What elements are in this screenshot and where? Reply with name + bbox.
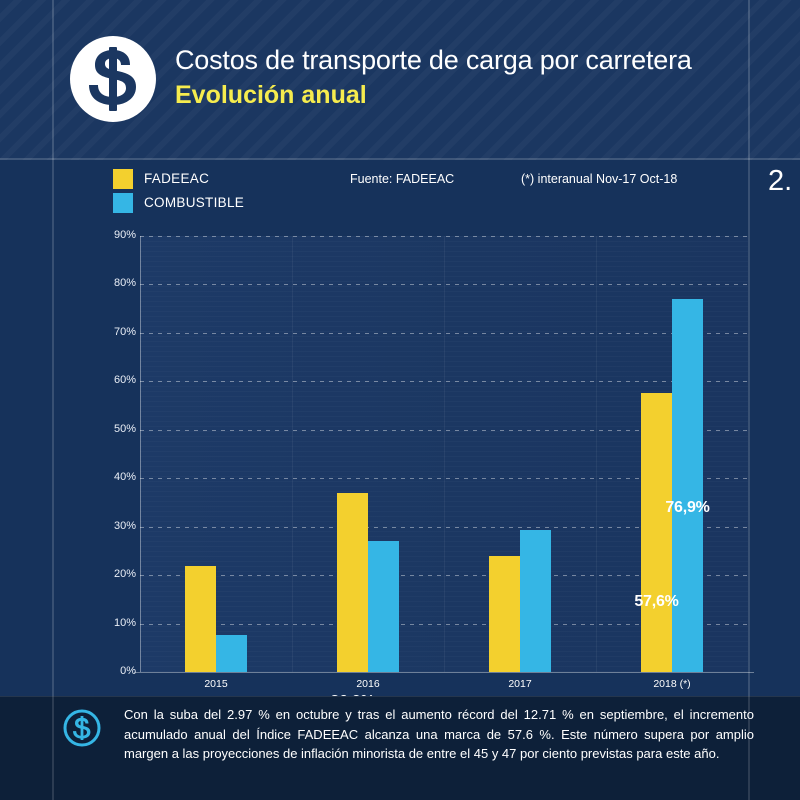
chart-container: 0% 10% 20% 30% 40% 50% 60% 70% 80% 90% 2015 2016 20…	[0, 222, 800, 783]
gridline	[140, 236, 748, 237]
y-axis-tick-label: 30%	[113, 519, 136, 532]
y-axis-tick-label: 20%	[113, 568, 136, 581]
y-axis-tick-label: 90%	[113, 229, 136, 241]
y-axis-tick-label: 70%	[113, 325, 136, 338]
footnote-note: (*) interanual Nov-17 Oct-18	[521, 172, 678, 186]
legend-label-fadeeac: FADEEAC	[144, 171, 210, 186]
header-vertical-rule-left	[52, 0, 54, 160]
x-axis-label-2015: 2015	[204, 678, 228, 690]
gridline	[140, 284, 748, 286]
page-title: Costos de transporte de carga por carret…	[175, 45, 692, 75]
y-axis-tick-label: 80%	[113, 277, 136, 290]
x-axis-line	[134, 672, 754, 673]
bar-combustible-2018	[672, 299, 703, 672]
plot-area	[140, 236, 748, 672]
footer-vertical-rule-left	[52, 696, 54, 800]
legend-label-combustible: COMBUSTIBLE	[144, 195, 245, 210]
y-axis-tick-label: 10%	[113, 616, 136, 629]
gridline	[140, 332, 748, 334]
gridline	[140, 478, 748, 480]
bar-combustible-2016	[368, 541, 399, 672]
header-banner: Costos de transporte de carga por carret…	[0, 0, 800, 160]
footer-panel: Con la suba del 2.97 % en octubre y tras…	[0, 696, 800, 800]
x-axis-label-2016: 2016	[356, 678, 380, 690]
footer-vertical-rule-right	[748, 696, 750, 800]
bar-fadeeac-2015	[185, 566, 216, 672]
gridline	[140, 381, 748, 383]
vertical-gridline	[292, 236, 293, 672]
page-subtitle: Evolución anual	[175, 81, 367, 109]
header-bottom-rule	[0, 158, 800, 160]
y-axis-line	[140, 236, 141, 672]
x-axis-label-2017: 2017	[508, 678, 532, 690]
bar-fadeeac-2018	[641, 392, 672, 672]
bar-fadeeac-2017	[489, 556, 520, 672]
title-block: Costos de transporte de carga por carret…	[175, 44, 775, 110]
chart-legend: FADEEAC COMBUSTIBLE	[113, 168, 244, 216]
y-axis-tick-label: 50%	[113, 422, 136, 435]
gridline	[140, 526, 748, 528]
bar-value-label: 57,6%	[634, 592, 679, 610]
bar-combustible-2017	[520, 529, 551, 672]
gridline	[140, 623, 748, 625]
vertical-gridline	[596, 236, 597, 672]
bar-value-label: 76,9%	[665, 499, 710, 517]
legend-swatch-fadeeac	[113, 168, 133, 189]
legend-bar: FADEEAC COMBUSTIBLE Fuente: FADEEAC (*) …	[0, 160, 800, 222]
y-axis-tick-label: 60%	[113, 374, 136, 387]
legend-swatch-combustible	[113, 192, 133, 213]
vertical-gridline	[444, 236, 445, 672]
dollar-circle-icon	[70, 36, 156, 122]
y-axis-tick-label: 0%	[120, 665, 136, 677]
legend-item-fadeeac: FADEEAC	[113, 168, 244, 189]
y-axis-ticks: 0% 10% 20% 30% 40% 50% 60% 70% 80% 90%	[92, 229, 136, 677]
chart-vertical-rule-left	[52, 222, 54, 696]
legend-item-combustible: COMBUSTIBLE	[113, 192, 244, 213]
x-axis-label-2018: 2018 (*)	[653, 678, 691, 690]
legendbar-vertical-rule-left	[52, 160, 54, 222]
footer-description: Con la suba del 2.97 % en octubre y tras…	[124, 707, 754, 761]
gridline	[140, 429, 748, 431]
y-axis-tick-label: 40%	[113, 471, 136, 484]
page-number: 2.	[768, 165, 793, 197]
header-vertical-rule-right	[748, 0, 750, 160]
legendbar-vertical-rule-right	[748, 160, 750, 222]
bar-combustible-2015	[216, 634, 247, 672]
footer-top-rule	[0, 696, 800, 697]
gridline	[140, 575, 748, 577]
chart-vertical-rule-right	[748, 222, 750, 696]
source-credit: Fuente: FADEEAC	[350, 172, 455, 186]
dollar-circle-outline-icon	[62, 708, 102, 748]
bar-fadeeac-2016	[337, 493, 368, 672]
